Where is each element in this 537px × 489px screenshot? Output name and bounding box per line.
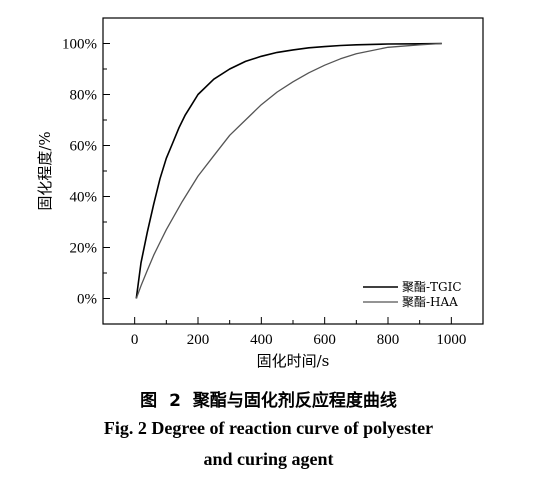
y-axis-title: 固化程度/% bbox=[36, 131, 54, 210]
caption-english-line2: and curing agent bbox=[203, 449, 334, 469]
x-tick-label: 0 bbox=[131, 332, 139, 348]
legend-label-2: 聚酯-HAA bbox=[402, 295, 458, 309]
x-tick-label: 1000 bbox=[436, 332, 466, 348]
y-tick-label: 40% bbox=[70, 190, 98, 206]
ticks bbox=[103, 43, 452, 324]
legend-label-1: 聚酯-TGIC bbox=[402, 280, 462, 294]
y-tick-label: 20% bbox=[70, 241, 98, 257]
y-tick-label: 80% bbox=[70, 88, 98, 104]
x-tick-label: 600 bbox=[313, 332, 336, 348]
x-tick-label: 400 bbox=[250, 332, 273, 348]
y-tick-labels: 0% 20% 40% 60% 80% 100% bbox=[62, 37, 97, 308]
y-tick-label: 100% bbox=[62, 37, 97, 53]
x-tick-label: 200 bbox=[187, 332, 210, 348]
series-lines bbox=[135, 42, 442, 299]
y-tick-label: 60% bbox=[70, 139, 98, 155]
x-tick-label: 800 bbox=[377, 332, 400, 348]
series-line-1 bbox=[135, 42, 442, 299]
caption-chinese: 图 2 聚酯与固化剂反应程度曲线 bbox=[140, 391, 397, 411]
chart: 0 200 400 600 800 1000 0% 20% 40% 60% 80% 100% 固化时… bbox=[36, 17, 484, 370]
caption-english-line1: Fig. 2 Degree of reaction curve of polye… bbox=[103, 418, 434, 438]
x-tick-labels: 0 200 400 600 800 1000 bbox=[131, 332, 466, 348]
x-axis-title: 固化时间/s bbox=[257, 352, 330, 370]
series-line-2 bbox=[135, 42, 442, 299]
y-tick-label: 0% bbox=[77, 292, 97, 308]
plot-frame bbox=[102, 17, 484, 325]
